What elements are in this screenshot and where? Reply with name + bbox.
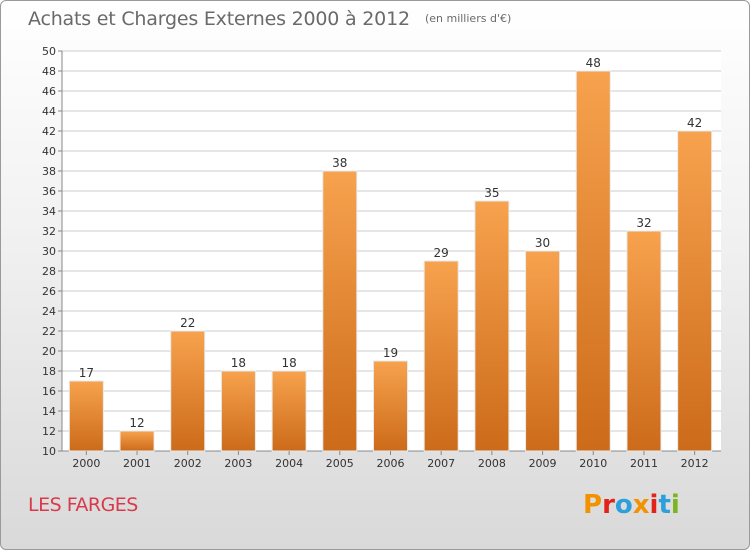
y-tick-label: 26 [42, 285, 56, 298]
bar-2005 [322, 170, 358, 452]
x-tick-label-2008: 2008 [478, 457, 506, 470]
bar-2011 [626, 230, 662, 452]
x-tick-label-2012: 2012 [681, 457, 709, 470]
value-label-2005: 38 [332, 156, 347, 170]
y-tick-label: 18 [42, 365, 56, 378]
logo-letter: r [602, 490, 615, 520]
chart-title: Achats et Charges Externes 2000 à 2012 [28, 8, 410, 30]
bar-2010 [575, 70, 611, 452]
x-tick-label-2004: 2004 [275, 457, 303, 470]
x-tick-label-2011: 2011 [630, 457, 658, 470]
value-label-2000: 17 [79, 366, 94, 380]
value-label-2008: 35 [484, 186, 499, 200]
logo-letter: i [670, 490, 680, 520]
y-tick-label: 44 [42, 105, 56, 118]
value-label-2007: 29 [434, 246, 449, 260]
chart-subtitle: (en milliers d'€) [424, 12, 512, 25]
x-tick-label-2003: 2003 [224, 457, 252, 470]
y-tick-label: 16 [42, 385, 56, 398]
value-label-2002: 22 [180, 316, 195, 330]
logo-letter: P [583, 490, 603, 520]
y-tick-label: 32 [42, 225, 56, 238]
x-tick-label-2006: 2006 [377, 457, 405, 470]
y-tick-label: 14 [42, 405, 56, 418]
value-label-2006: 19 [383, 346, 398, 360]
value-label-2004: 18 [281, 356, 296, 370]
y-tick-label: 28 [42, 265, 56, 278]
x-tick-label-2002: 2002 [174, 457, 202, 470]
y-tick-label: 46 [42, 85, 56, 98]
value-label-2001: 12 [129, 416, 144, 430]
bar-2004 [271, 370, 307, 452]
x-tick-label-2001: 2001 [123, 457, 151, 470]
place-name: LES FARGES [28, 494, 138, 516]
value-label-2011: 32 [636, 216, 651, 230]
x-tick-label-2009: 2009 [529, 457, 557, 470]
bar-2000 [68, 380, 104, 452]
value-label-2003: 18 [231, 356, 246, 370]
x-tick-label-2000: 2000 [72, 457, 100, 470]
logo-letter: o [614, 490, 633, 520]
y-tick-label: 38 [42, 165, 56, 178]
y-tick-label: 34 [42, 205, 56, 218]
y-tick-label: 42 [42, 125, 56, 138]
x-tick-label-2005: 2005 [326, 457, 354, 470]
title-row: Achats et Charges Externes 2000 à 2012 (… [28, 8, 511, 30]
y-tick-label: 36 [42, 185, 56, 198]
bar-2009 [525, 250, 561, 452]
y-tick-label: 50 [42, 45, 56, 58]
bar-2002 [170, 330, 206, 452]
bar-2007 [423, 260, 459, 452]
y-tick-label: 48 [42, 65, 56, 78]
logo-letter: x [632, 490, 650, 520]
y-tick-label: 40 [42, 145, 56, 158]
bar-2012 [677, 130, 713, 452]
value-label-2012: 42 [687, 116, 702, 130]
proxiti-logo[interactable]: Proxiti [583, 490, 680, 520]
y-tick-label: 20 [42, 345, 56, 358]
value-label-2010: 48 [586, 56, 601, 70]
y-tick-label: 24 [42, 305, 56, 318]
logo-letter: t [658, 490, 671, 520]
bar-2006 [373, 360, 408, 452]
y-tick-label: 10 [42, 445, 56, 458]
x-tick-label-2010: 2010 [579, 457, 607, 470]
y-tick-label: 12 [42, 425, 56, 438]
bar-2003 [220, 370, 256, 452]
value-label-2009: 30 [535, 236, 550, 250]
bar-2001 [119, 430, 155, 452]
bar-2008 [474, 200, 510, 452]
logo-letter: i [649, 490, 659, 520]
x-tick-label-2007: 2007 [427, 457, 455, 470]
y-tick-label: 22 [42, 325, 56, 338]
y-tick-label: 30 [42, 245, 56, 258]
